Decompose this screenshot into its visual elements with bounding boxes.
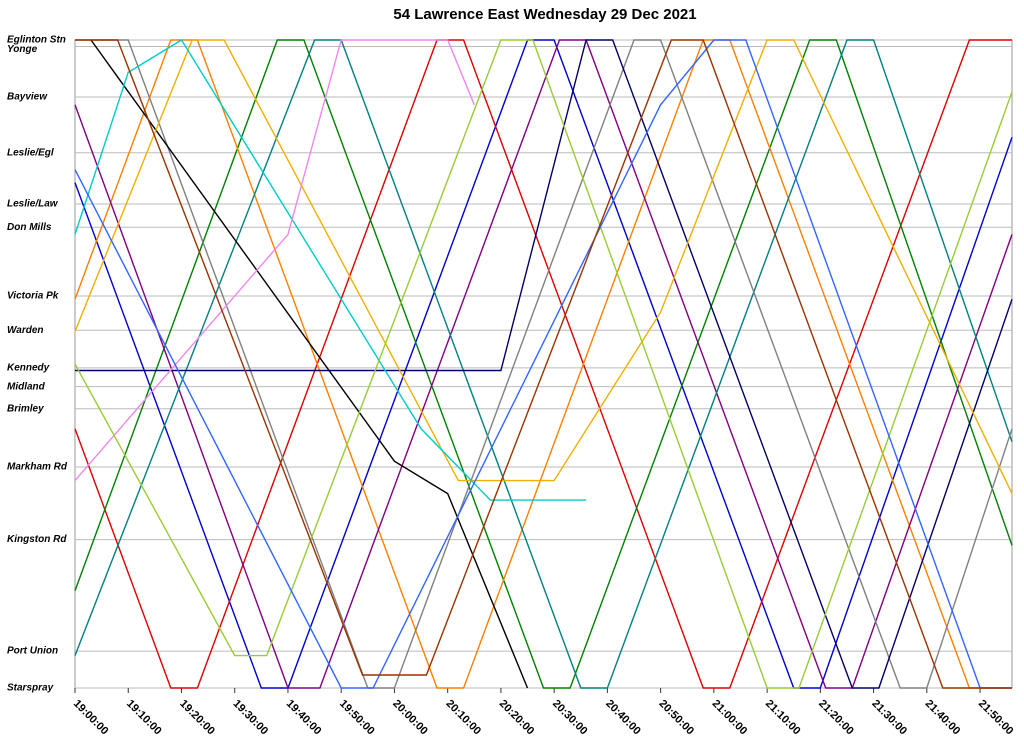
- y-tick-label: Victoria Pk: [7, 291, 59, 302]
- y-tick-label: Eglinton Stn: [7, 35, 66, 46]
- y-tick-label: Bayview: [7, 92, 48, 103]
- x-tick-label: 20:00:00: [390, 698, 430, 738]
- x-tick-label: 21:00:00: [710, 698, 750, 738]
- vehicle-trace: [75, 39, 1012, 689]
- x-tick-label: 19:30:00: [231, 698, 271, 738]
- vehicle-trace: [74, 39, 1012, 689]
- x-tick-label: 19:20:00: [177, 698, 217, 738]
- x-tick-label: 19:50:00: [337, 698, 377, 738]
- vehicle-trace: [74, 39, 1012, 689]
- vehicle-trace: [74, 39, 1013, 689]
- x-tick-label: 20:50:00: [656, 698, 696, 738]
- x-tick-label: 21:40:00: [923, 698, 963, 738]
- y-tick-label: Starspray: [7, 683, 54, 694]
- vehicle-trace: [75, 39, 1013, 689]
- chart-title: 54 Lawrence East Wednesday 29 Dec 2021: [393, 6, 696, 23]
- y-tick-label: Markham Rd: [7, 462, 68, 473]
- y-tick-label: Kennedy: [7, 363, 50, 374]
- vehicle-trace: [74, 39, 1013, 689]
- y-tick-label: Leslie/Law: [7, 199, 59, 210]
- vehicle-trace: [74, 39, 1013, 689]
- vehicle-trace: [74, 39, 587, 501]
- x-tick-label: 19:40:00: [284, 698, 324, 738]
- plot-frame: [74, 39, 1013, 689]
- x-tick-label: 19:00:00: [71, 698, 111, 738]
- y-tick-label: Port Union: [7, 646, 58, 657]
- y-tick-label: Yonge: [7, 44, 38, 55]
- x-tick-label: 21:20:00: [816, 698, 856, 738]
- vehicle-trace: [74, 39, 1013, 689]
- x-tick-label: 20:40:00: [603, 698, 643, 738]
- vehicle-trace: [74, 39, 1012, 689]
- x-tick-label: 21:10:00: [763, 698, 803, 738]
- y-tick-label: Kingston Rd: [7, 534, 67, 545]
- x-tick-label: 20:10:00: [443, 698, 483, 738]
- y-tick-label: Midland: [7, 381, 46, 392]
- vehicle-trace: [74, 39, 1013, 689]
- x-tick-label: 20:30:00: [550, 698, 590, 738]
- x-tick-label: 21:50:00: [976, 698, 1016, 738]
- y-tick-label: Brimley: [7, 403, 44, 414]
- x-tick-label: 20:20:00: [497, 698, 537, 738]
- vehicle-trace: [74, 39, 475, 482]
- y-tick-label: Don Mills: [7, 222, 52, 233]
- vehicle-trace: [75, 39, 1013, 689]
- x-tick-label: 19:10:00: [124, 698, 164, 738]
- y-tick-label: Warden: [7, 325, 44, 336]
- vehicle-trace: [90, 39, 529, 689]
- vehicle-trace: [74, 39, 1013, 494]
- y-tick-label: Leslie/Egl: [7, 147, 54, 158]
- x-tick-label: 21:30:00: [869, 698, 909, 738]
